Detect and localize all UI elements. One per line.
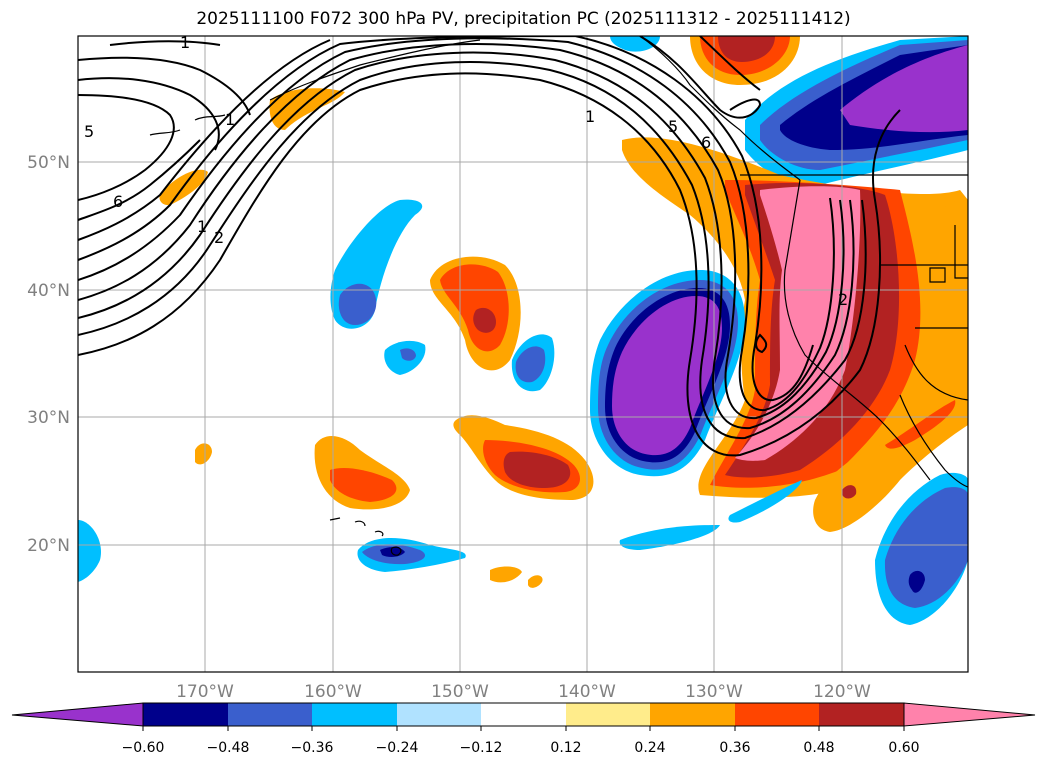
colorbar-extend-max [903, 702, 1036, 727]
contour-label: 6 [701, 133, 711, 152]
lat-label: 40°N [27, 281, 70, 301]
lon-label: 120°W [813, 682, 871, 702]
colorbar-tick-label: 0.36 [719, 740, 750, 756]
colorbar-segment [481, 703, 566, 726]
colorbar-segment [228, 703, 312, 726]
lon-label: 140°W [558, 682, 616, 702]
pv-contours [78, 36, 901, 457]
colorbar: −0.60 −0.48 −0.36 −0.24 −0.12 0.12 0.24 … [11, 702, 1036, 756]
precipitation-shading [78, 36, 968, 625]
lon-label: 160°W [304, 682, 362, 702]
contour-label: 1 [225, 110, 235, 129]
contour-label: 5 [668, 117, 678, 136]
colorbar-segment [397, 703, 481, 726]
lon-labels: 170°W 160°W 150°W 140°W 130°W 120°W [176, 682, 871, 702]
contour-label: 1 [180, 33, 190, 52]
colorbar-tick-label: −0.24 [376, 740, 419, 756]
contour-label: 2 [838, 290, 848, 309]
colorbar-segment [650, 703, 735, 726]
colorbar-tick-label: 0.12 [550, 740, 581, 756]
colorbar-segment [735, 703, 819, 726]
colorbar-segment [312, 703, 397, 726]
contour-label: 1 [585, 107, 595, 126]
lat-labels: 50°N 40°N 30°N 20°N [27, 153, 70, 556]
colorbar-segment [819, 703, 904, 726]
contour-label: 2 [214, 228, 224, 247]
contour-labels: 1 5 6 1 2 1 5 6 1 2 [84, 33, 848, 309]
colorbar-tick-label: 0.24 [634, 740, 665, 756]
colorbar-tick-label: −0.36 [291, 740, 334, 756]
colorbar-tick-label: −0.48 [207, 740, 250, 756]
lat-label: 50°N [27, 153, 70, 173]
colorbar-segment [143, 703, 228, 726]
colorbar-tick-label: −0.12 [460, 740, 503, 756]
contour-label: 5 [84, 122, 94, 141]
lon-label: 170°W [176, 682, 234, 702]
lat-label: 20°N [27, 536, 70, 556]
lat-label: 30°N [27, 408, 70, 428]
map-frame [77, 35, 969, 673]
colorbar-tick-label: 0.60 [888, 740, 919, 756]
map-title: 2025111100 F072 300 hPa PV, precipitatio… [196, 9, 851, 29]
lon-label: 150°W [431, 682, 489, 702]
colorbar-segment [566, 703, 650, 726]
graticule [78, 36, 968, 672]
colorbar-tick-label: −0.60 [122, 740, 165, 756]
colorbar-extend-min [11, 702, 144, 727]
lon-label: 130°W [685, 682, 743, 702]
colorbar-tick-label: 0.48 [803, 740, 834, 756]
contour-label: 6 [113, 192, 123, 211]
contour-label: 1 [197, 217, 207, 236]
